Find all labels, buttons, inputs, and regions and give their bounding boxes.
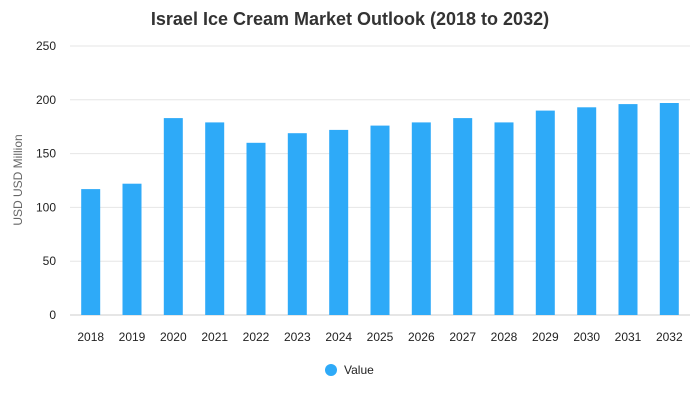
x-tick-label: 2027 — [449, 330, 476, 344]
y-tick-label: 200 — [36, 93, 56, 107]
bar-2028[interactable] — [494, 122, 514, 316]
y-axis-ticks: 0 50 100 150 200 250 — [36, 39, 56, 322]
x-tick-label: 2025 — [367, 330, 394, 344]
y-axis-label: USD USD Million — [11, 134, 25, 225]
bar-2027[interactable] — [453, 118, 473, 315]
bar-2021[interactable] — [205, 122, 225, 316]
x-tick-label: 2019 — [119, 330, 146, 344]
x-tick-label: 2031 — [615, 330, 642, 344]
y-tick-label: 100 — [36, 200, 56, 214]
bar-2022[interactable] — [246, 142, 266, 315]
bar-2029[interactable] — [535, 110, 555, 315]
bar-2019[interactable] — [122, 183, 142, 315]
x-tick-label: 2032 — [656, 330, 683, 344]
legend[interactable]: Value — [325, 363, 374, 377]
y-tick-label: 150 — [36, 147, 56, 161]
bars — [81, 103, 679, 316]
x-tick-label: 2018 — [77, 330, 104, 344]
y-tick-label: 250 — [36, 39, 56, 53]
bar-2024[interactable] — [329, 129, 349, 315]
x-tick-label: 2021 — [201, 330, 228, 344]
bar-2023[interactable] — [287, 133, 307, 315]
x-tick-label: 2020 — [160, 330, 187, 344]
x-tick-label: 2029 — [532, 330, 559, 344]
x-tick-label: 2026 — [408, 330, 435, 344]
bar-2020[interactable] — [163, 118, 183, 315]
bar-2030[interactable] — [577, 107, 597, 315]
y-tick-label: 0 — [49, 308, 56, 322]
legend-label-value: Value — [344, 363, 374, 377]
bar-2032[interactable] — [659, 103, 679, 315]
y-tick-label: 50 — [43, 254, 57, 268]
chart-title: Israel Ice Cream Market Outlook (2018 to… — [151, 9, 549, 29]
bar-2018[interactable] — [81, 189, 101, 315]
x-tick-label: 2022 — [243, 330, 270, 344]
bar-2026[interactable] — [411, 122, 431, 316]
bar-2031[interactable] — [618, 104, 638, 315]
x-tick-label: 2023 — [284, 330, 311, 344]
legend-marker — [325, 364, 337, 376]
x-tick-label: 2028 — [491, 330, 518, 344]
x-tick-label: 2024 — [325, 330, 352, 344]
x-axis-ticks: 2018 2019 2020 2021 2022 2023 2024 2025 2026 2027… — [77, 330, 683, 344]
bar-2025[interactable] — [370, 125, 390, 315]
x-tick-label: 2030 — [573, 330, 600, 344]
